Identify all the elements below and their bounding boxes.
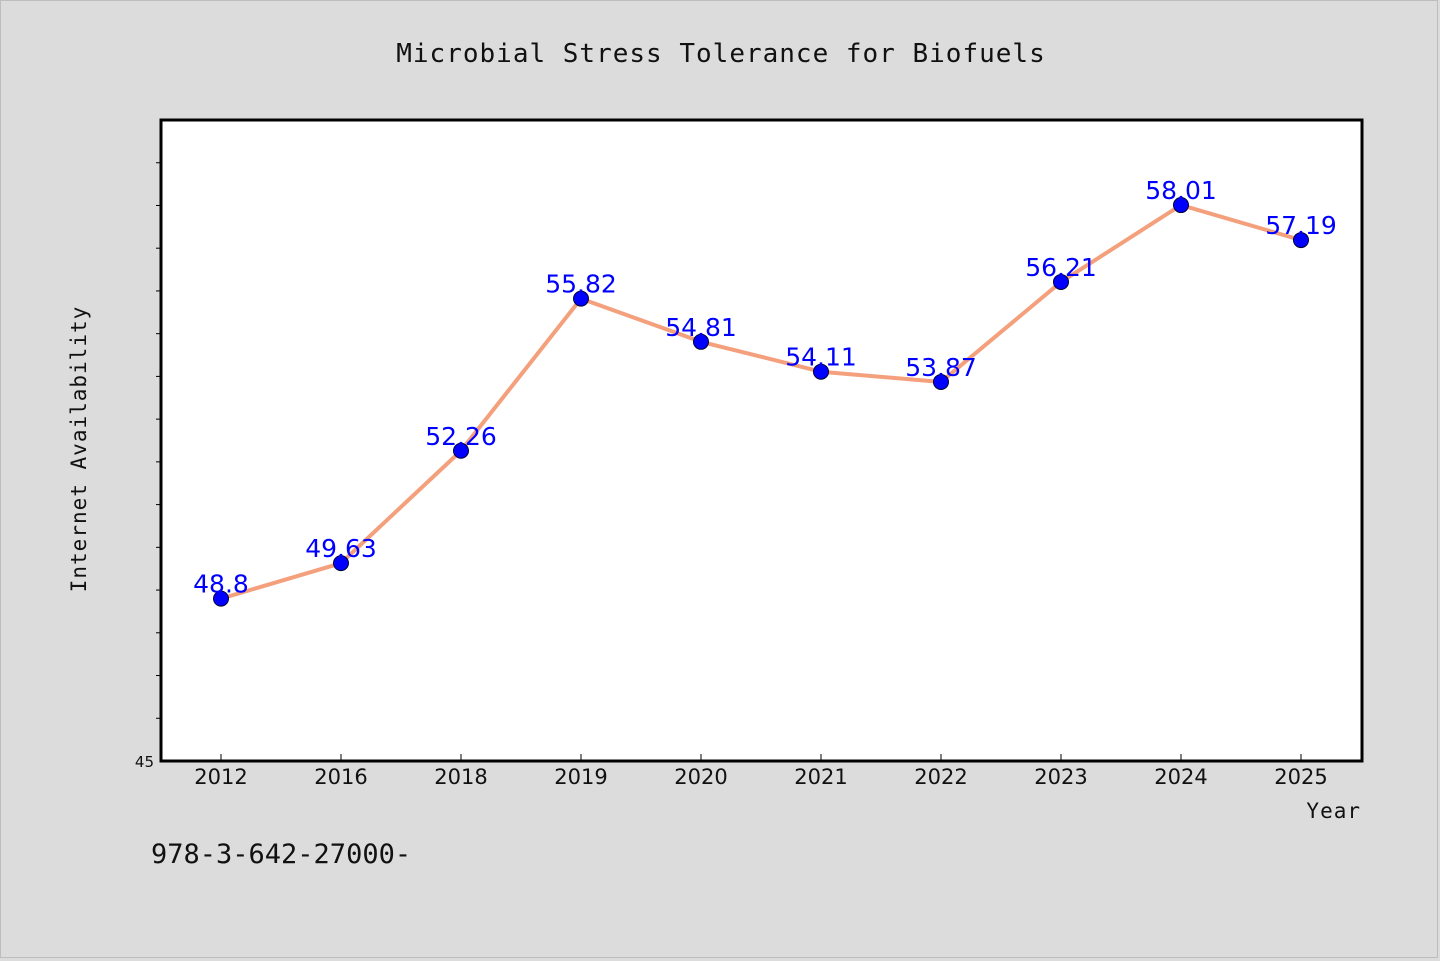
x-tick-label: 2020 (674, 765, 727, 789)
x-tick-label: 2024 (1154, 765, 1207, 789)
data-point (213, 590, 229, 607)
annotation-text: 978-3-642-27000- (151, 839, 411, 870)
plot-area (159, 118, 1364, 763)
data-label: 48.8 (193, 570, 249, 599)
data-label: 54.11 (785, 343, 857, 372)
data-point (813, 363, 829, 380)
series-line-group (220, 203, 1302, 601)
x-tick-label: 2021 (794, 765, 847, 789)
data-label: 58.01 (1145, 176, 1217, 205)
data-label: 53.87 (905, 353, 977, 382)
data-point (453, 442, 469, 459)
data-point (573, 290, 589, 307)
data-point (933, 373, 949, 390)
x-tick-label: 2025 (1274, 765, 1327, 789)
data-label: 49.63 (305, 534, 377, 563)
data-label: 56.21 (1025, 253, 1097, 282)
data-point (693, 333, 709, 350)
data-point (1053, 273, 1069, 290)
data-point (1173, 197, 1189, 214)
data-label: 54.81 (665, 313, 737, 342)
data-point (333, 555, 349, 572)
data-label: 55.82 (545, 270, 617, 299)
x-tick-label: 2016 (314, 765, 367, 789)
y-tick-label-min: 45 (135, 753, 154, 771)
series-line (220, 203, 1302, 601)
x-tick-label: 2012 (194, 765, 247, 789)
series-markers (213, 197, 1309, 607)
data-label: 57.19 (1265, 211, 1337, 240)
chart-title: Microbial Stress Tolerance for Biofuels (396, 39, 1045, 69)
y-axis-label: Internet Availability (67, 306, 91, 593)
data-point (1293, 232, 1309, 249)
x-axis-ticks: 2012 2016 2018 2019 2020 2021 2022 2023 2024 2025 (194, 754, 1328, 789)
x-tick-label: 2019 (554, 765, 607, 789)
data-labels: 48.8 49.63 52.26 55.82 54.81 54.11 53.87 56.21 5… (193, 176, 1337, 599)
x-axis-label: Year (1306, 799, 1361, 823)
x-tick-label: 2023 (1034, 765, 1087, 789)
x-tick-label: 2022 (914, 765, 967, 789)
y-axis-ticks (156, 162, 161, 719)
data-label: 52.26 (425, 422, 497, 451)
x-tick-label: 2018 (434, 765, 487, 789)
